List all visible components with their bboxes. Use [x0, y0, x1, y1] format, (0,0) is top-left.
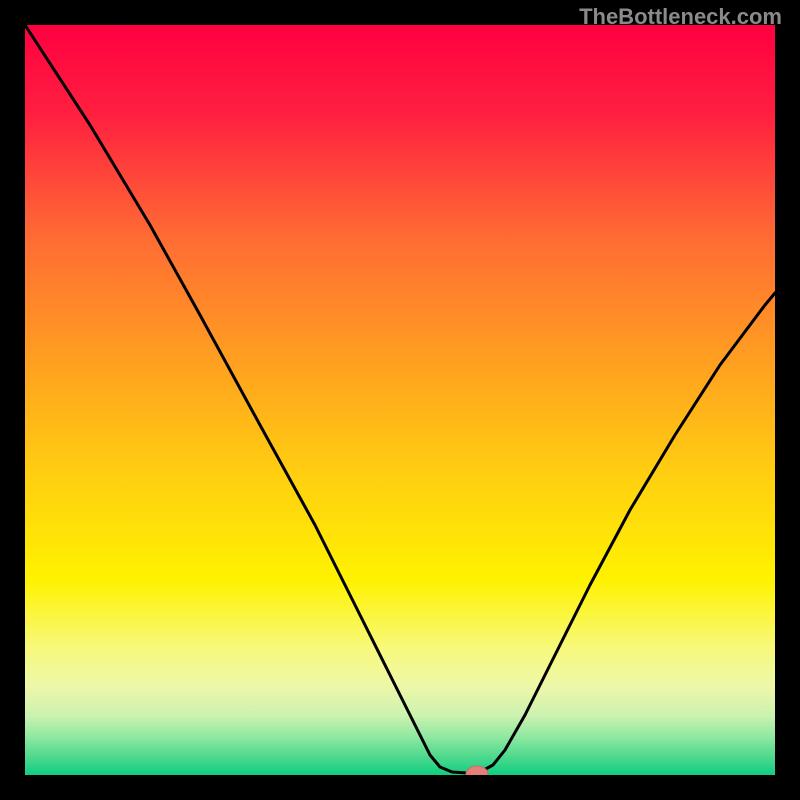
chart-frame: TheBottleneck.com [0, 0, 800, 800]
optimum-marker [466, 766, 488, 775]
watermark-text: TheBottleneck.com [579, 4, 782, 30]
plot-area [25, 25, 775, 775]
marker-layer [25, 25, 775, 775]
